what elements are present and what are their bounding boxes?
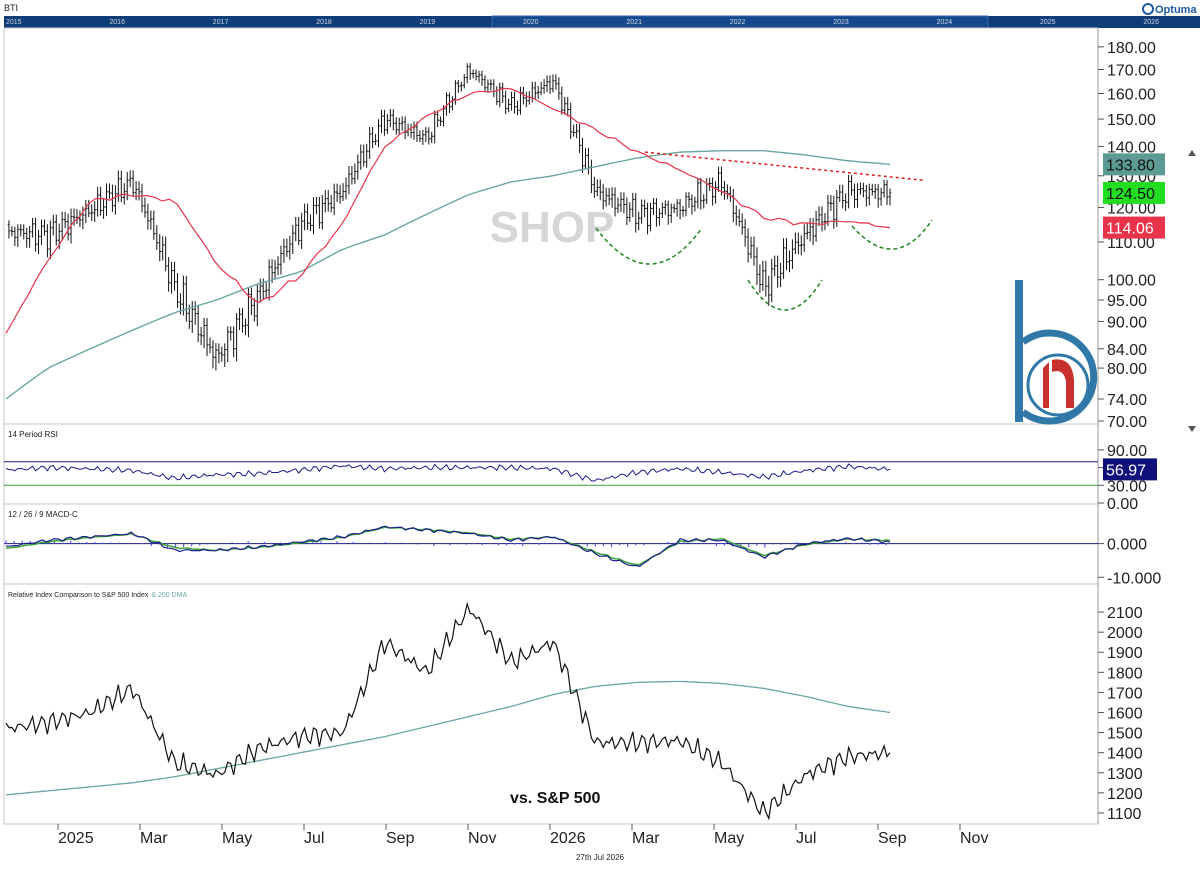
x-tick-label: May [222,830,252,847]
x-axis: 2025 Mar May Jul Sep Nov 2026 Mar May Jul Sep Nov [57,824,988,847]
relative-tick-label: 1800 [1107,665,1143,682]
relative-tick-label: 2100 [1107,605,1143,622]
navigator-year-2019: 2019 [420,19,436,26]
rsi-tick-label: 30.00 [1107,478,1147,495]
navigator-year-2024: 2024 [937,19,953,26]
symbol-label: BTI [4,3,18,13]
ma-50-line [5,87,891,334]
relative-tick-label: 1100 [1107,806,1142,823]
brand-name: Optuma [1155,4,1197,16]
navigator-year-2018: 2018 [316,19,332,26]
ma-200-line [5,150,891,400]
rsi-panel [4,461,1098,486]
relative-line [5,601,891,821]
relative-title: Relative Index Comparison to S&P 500 Ind… [8,592,187,599]
x-tick-label: Sep [878,830,907,847]
macd-tick-label: 0.000 [1107,537,1147,554]
panel-frames [3,27,1099,825]
relative-title-main: Relative Index Comparison to S&P 500 Ind… [8,592,149,599]
relative-tick-label: 1300 [1107,766,1143,783]
price-tick-label: 170.00 [1107,62,1156,79]
relative-panel [5,601,891,821]
price-tick-label: 160.00 [1107,87,1156,104]
price-tick-label: 110.00 [1107,235,1155,252]
x-tick-label: Jul [304,830,324,847]
navigator-year-2022: 2022 [730,19,746,26]
scroll-up-icon[interactable] [1188,150,1196,156]
macd-signal-line [5,526,891,566]
x-tick-label: Sep [386,830,415,847]
rsi-value-badge-text: 56.97 [1106,462,1146,479]
price-tick-label: 95.00 [1107,293,1147,310]
x-tick-label: May [714,830,744,847]
price-tick-label: 70.00 [1107,414,1147,431]
navigator-year-2017: 2017 [213,19,229,26]
watermark-symbol: SHOP [490,203,615,252]
x-tick-label: Nov [960,830,988,847]
relative-tick-label: 1200 [1107,786,1143,803]
rsi-value-badge [1103,458,1157,481]
x-tick-label: Mar [632,830,660,847]
ma-50-value-badge [1103,216,1165,239]
rsi-tick-label: 90.00 [1107,443,1147,460]
ma-50-value-badge-text: 114.06 [1106,221,1154,238]
relative-tick-label: 1700 [1107,685,1143,702]
rsi-line [5,463,891,482]
price-tick-label: 90.00 [1107,314,1147,331]
ma-200-value-badge-text: 133.80 [1106,157,1155,174]
scroll-down-icon[interactable] [1188,426,1196,432]
price-tick-label: 140.00 [1107,139,1156,156]
navigator-year-2025: 2025 [1040,19,1056,26]
x-tick-label: 2026 [550,830,586,847]
navigator-year-2023: 2023 [833,19,849,26]
relative-title-suffix: & 200 DMA [151,592,187,599]
macd-tick-label: -10.000 [1107,570,1161,587]
price-tick-label: 100.00 [1107,273,1156,290]
navigator-year-2021: 2021 [626,19,642,26]
price-tick-label: 120.00 [1107,200,1156,217]
relative-annotation: vs. S&P 500 [510,790,601,807]
right-shoulder-arc [851,219,933,250]
relative-tick-label: 1400 [1107,746,1143,763]
price-tick-label: 80.00 [1107,361,1147,378]
price-tick-label: 180.00 [1107,40,1156,57]
macd-panel [4,525,1098,567]
relative-tick-label: 2000 [1107,625,1143,642]
price-panel [5,63,933,400]
price-value-badge-text: 124.50 [1106,186,1155,203]
brand-logo: Optuma [1142,3,1197,16]
relative-tick-label: 1600 [1107,706,1143,723]
head-arc [747,279,823,311]
navigator-year-2026: 2026 [1143,19,1159,26]
x-tick-label: Mar [140,830,168,847]
x-tick-label: Jul [796,830,816,847]
resistance-line [644,151,926,182]
relative-tick-label: 1900 [1107,645,1143,662]
price-tick-label: 150.00 [1107,112,1156,129]
price-tick-label: 84.00 [1107,342,1147,359]
macd-line [5,525,891,567]
relative-tick-label: 1500 [1107,726,1143,743]
navigator-year-2016: 2016 [109,19,125,26]
watermark-logo [1015,280,1098,425]
rsi-tick-label: 0.00 [1107,496,1138,513]
left-shoulder-arc [595,227,703,265]
macd-title: 12 / 26 / 9 MACD-C [8,510,78,519]
y-axes: 180.00170.00160.00150.00140.00130.00120.… [1098,40,1165,823]
rsi-title: 14 Period RSI [8,430,58,439]
x-tick-label: 2025 [58,830,94,847]
navigator-years: 2015 2016 2017 2018 2019 2020 2021 2022 2023 2024… [6,19,1159,26]
ma-200-value-badge [1103,153,1165,176]
navigator-year-2020: 2020 [523,19,539,26]
relative-200dma-line [5,680,891,796]
price-tick-label: 74.00 [1107,392,1147,409]
navigator-year-2015: 2015 [6,19,22,26]
x-tick-label: Nov [468,830,496,847]
header-bar [0,0,1200,16]
footer-date: 27th Jul 2026 [576,853,625,862]
price-value-badge [1103,181,1165,204]
